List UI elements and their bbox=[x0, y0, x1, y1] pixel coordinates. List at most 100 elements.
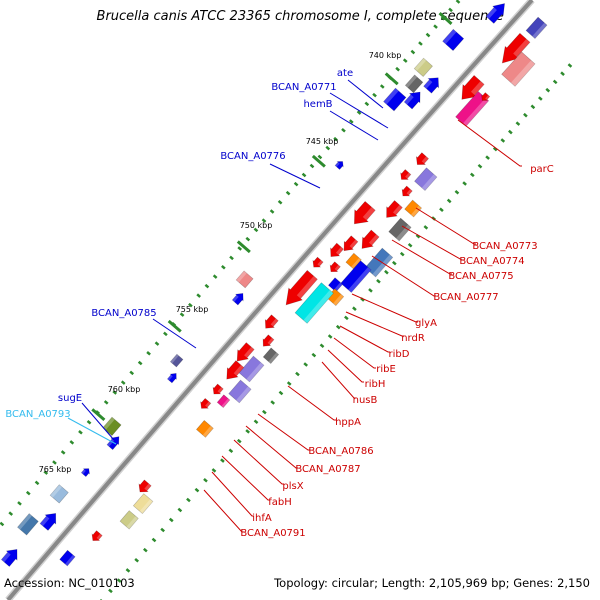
gene-label-ate: ate bbox=[337, 68, 353, 79]
scale-tick-label: 740 kbp bbox=[369, 51, 402, 60]
scale-tick-label: 765 kbp bbox=[39, 465, 72, 474]
minor-tick bbox=[179, 312, 185, 317]
minor-tick bbox=[211, 468, 217, 473]
minor-tick bbox=[286, 381, 292, 386]
minor-tick bbox=[293, 181, 299, 187]
minor-tick bbox=[399, 251, 405, 257]
gene-block bbox=[364, 247, 394, 278]
gene-block bbox=[235, 270, 254, 289]
leader-line bbox=[347, 79, 384, 109]
minor-tick bbox=[245, 429, 250, 434]
minor-tick bbox=[160, 527, 165, 533]
minor-tick bbox=[154, 341, 160, 346]
minor-tick bbox=[277, 200, 283, 205]
minor-tick bbox=[168, 517, 174, 523]
leader-line bbox=[321, 361, 356, 399]
gene-label-nusB: nusB bbox=[353, 395, 378, 406]
minor-tick bbox=[392, 260, 397, 266]
minor-tick bbox=[455, 0, 461, 4]
minor-tick bbox=[196, 293, 201, 298]
minor-tick bbox=[245, 236, 251, 242]
minor-tick bbox=[352, 306, 357, 311]
gene-label-BCAN_A0791: BCAN_A0791 bbox=[240, 528, 305, 539]
gene-arrow bbox=[231, 293, 244, 306]
minor-tick bbox=[236, 438, 242, 444]
minor-tick bbox=[295, 371, 300, 377]
gene-arrow bbox=[401, 185, 413, 197]
minor-tick bbox=[262, 409, 267, 415]
gene-label-BCAN_A0793: BCAN_A0793 bbox=[5, 409, 70, 420]
leader-line bbox=[81, 402, 115, 441]
minor-tick bbox=[309, 163, 315, 169]
minor-tick bbox=[372, 92, 377, 98]
gene-block bbox=[49, 484, 69, 504]
gene-arrow bbox=[80, 468, 90, 478]
minor-tick bbox=[194, 487, 200, 493]
minor-tick bbox=[116, 578, 122, 583]
gene-label-BCAN_A0785: BCAN_A0785 bbox=[91, 308, 156, 319]
leader-line bbox=[333, 337, 376, 369]
minor-tick bbox=[423, 225, 429, 230]
minor-tick bbox=[395, 66, 400, 72]
leader-line bbox=[329, 92, 389, 129]
minor-tick bbox=[237, 246, 243, 251]
minor-tick bbox=[129, 370, 135, 376]
leader-line bbox=[203, 489, 244, 533]
minor-tick bbox=[221, 264, 226, 270]
gene-label-glyA: glyA bbox=[415, 318, 437, 329]
minor-tick bbox=[376, 279, 381, 284]
minor-tick bbox=[60, 450, 66, 455]
gene-block bbox=[17, 513, 39, 536]
minor-tick bbox=[143, 547, 148, 553]
minor-tick bbox=[269, 209, 275, 214]
gene-label-ribD: ribD bbox=[389, 349, 410, 360]
minor-tick bbox=[146, 351, 151, 356]
minor-tick bbox=[137, 360, 143, 366]
gene-arrow bbox=[200, 397, 212, 409]
scale-tick-label: 760 kbp bbox=[108, 385, 141, 394]
gene-label-sugE: sugE bbox=[58, 393, 82, 404]
leader-line bbox=[401, 225, 464, 261]
minor-tick bbox=[319, 343, 325, 349]
leader-line bbox=[391, 239, 452, 275]
leader-line bbox=[371, 255, 436, 297]
gene-label-plsX: plsX bbox=[282, 481, 303, 492]
gene-arrow bbox=[0, 549, 18, 567]
gene-block bbox=[404, 74, 424, 94]
leader-line bbox=[415, 207, 476, 245]
minor-tick bbox=[325, 145, 331, 151]
gene-block bbox=[404, 199, 423, 218]
gene-arrow bbox=[403, 91, 421, 110]
minor-tick bbox=[341, 128, 346, 133]
gene-block bbox=[413, 57, 433, 77]
minor-tick bbox=[108, 588, 113, 594]
major-tick bbox=[167, 319, 182, 333]
gene-label-ribE: ribE bbox=[376, 364, 396, 375]
minor-tick bbox=[364, 101, 370, 107]
minor-tick bbox=[278, 390, 284, 396]
gene-arrow bbox=[354, 200, 376, 225]
leader-line bbox=[345, 311, 404, 337]
gene-arrow bbox=[485, 3, 505, 24]
leader-line bbox=[287, 385, 336, 421]
minor-tick bbox=[407, 242, 413, 248]
gene-arrow bbox=[400, 169, 412, 180]
minor-tick bbox=[25, 490, 31, 496]
gene-arrow bbox=[343, 235, 359, 252]
gene-label-BCAN_A0771: BCAN_A0771 bbox=[271, 82, 336, 93]
gene-label-BCAN_A0787: BCAN_A0787 bbox=[295, 464, 360, 475]
minor-tick bbox=[163, 331, 168, 337]
minor-tick bbox=[52, 460, 57, 465]
gene-label-parC: parC bbox=[530, 164, 554, 175]
minor-tick bbox=[0, 521, 5, 527]
major-tick bbox=[236, 240, 251, 254]
gene-arrow bbox=[226, 360, 245, 380]
leader-line bbox=[457, 119, 522, 167]
gene-label-BCAN_A0786: BCAN_A0786 bbox=[308, 446, 373, 457]
minor-tick bbox=[333, 136, 338, 142]
gene-arrow bbox=[106, 436, 120, 451]
minor-tick bbox=[500, 138, 506, 143]
gene-label-fabH: fabH bbox=[268, 497, 292, 508]
minor-tick bbox=[530, 104, 536, 110]
